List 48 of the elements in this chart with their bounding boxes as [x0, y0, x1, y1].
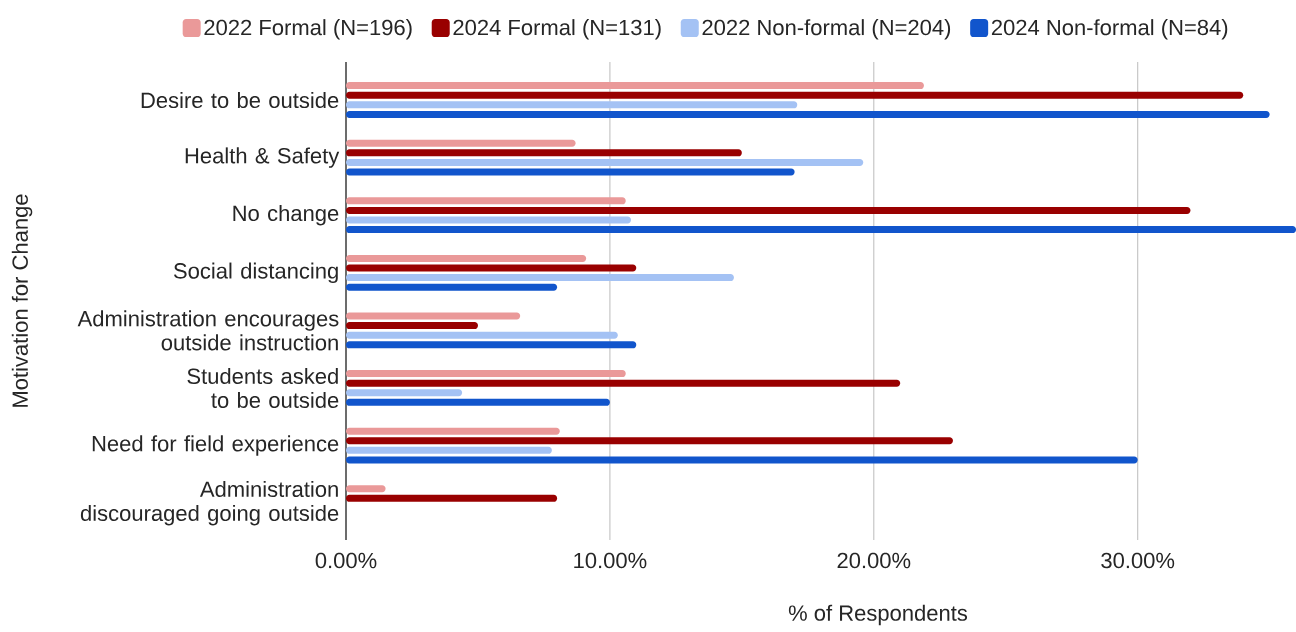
y-axis-title: Motivation for Change [11, 194, 33, 407]
bar [346, 370, 626, 378]
bar [346, 446, 552, 454]
y-tick-label: Desire to be outside [141, 91, 339, 109]
bar [346, 494, 558, 502]
bar [346, 226, 1296, 234]
bar [346, 427, 560, 435]
bar [346, 254, 587, 262]
x-tick-label: 0.00% [315, 552, 377, 569]
bar [346, 322, 478, 330]
y-tick-label: Administration encourages outside instruction [77, 310, 339, 351]
legend-label: 2022 Non-formal (N=204) [702, 19, 951, 40]
bar [346, 341, 637, 349]
bar [346, 389, 463, 397]
x-tick-label: 10.00% [574, 552, 647, 569]
legend-label: 2024 Non-formal (N=84) [991, 19, 1228, 40]
y-tick-label: Administration discouraged going outside [80, 480, 339, 526]
legend-label: 2024 Formal (N=131) [453, 19, 661, 40]
legend-label: 2022 Formal (N=196) [204, 19, 412, 40]
bar [346, 312, 521, 320]
bar [346, 82, 924, 90]
bar [346, 168, 795, 176]
bar [346, 437, 953, 445]
bar [346, 398, 610, 406]
bar [346, 274, 734, 282]
bar [346, 110, 1270, 118]
bar [346, 331, 618, 339]
y-tick-label: Need for field experience [92, 435, 339, 456]
y-tick-label: Students asked to be outside [187, 367, 339, 409]
y-tick-label: Social distancing [173, 262, 338, 284]
bar [346, 456, 1138, 464]
bar [346, 149, 742, 157]
y-tick-label: No change [233, 204, 339, 226]
bar [346, 139, 576, 147]
bar [346, 158, 864, 166]
bar [346, 101, 798, 109]
x-axis-title: % of Respondents [788, 604, 968, 626]
x-tick-label: 30.00% [1101, 552, 1175, 569]
x-tick-label: 20.00% [837, 552, 911, 569]
bar [346, 379, 901, 387]
bar [346, 91, 1244, 99]
bar [346, 283, 558, 291]
bar [346, 197, 626, 205]
bar [346, 264, 637, 272]
bar [346, 216, 631, 224]
bar [346, 206, 1191, 214]
bar [346, 485, 386, 493]
y-tick-label: Health & Safety [185, 147, 340, 168]
